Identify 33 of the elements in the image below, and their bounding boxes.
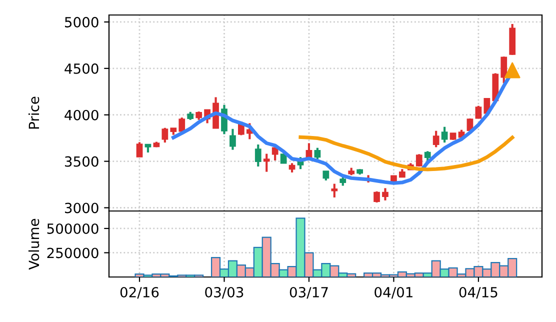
candlestick: [254, 143, 262, 168]
candlestick: [416, 153, 422, 168]
candlestick: [500, 56, 508, 84]
candlestick: [331, 182, 338, 198]
candlestick: [230, 128, 236, 151]
candlestick: [322, 170, 330, 182]
y-tick-label: 3000: [64, 202, 98, 214]
candlestick: [280, 154, 287, 164]
candlestick: [136, 141, 143, 158]
candlestick: [314, 146, 321, 160]
line-series: [298, 135, 514, 172]
x-tick-label: 03/03: [205, 286, 244, 299]
y-tick-label: 250000: [47, 248, 98, 258]
candlestick: [374, 190, 380, 204]
y-tick-label: 4500: [64, 63, 98, 74]
y-axis-title: Volume: [28, 218, 40, 270]
y-tick-label: 4000: [64, 110, 98, 120]
candlestick: [382, 187, 388, 202]
x-tick-label: 04/15: [459, 286, 498, 299]
x-tick-label: 03/17: [290, 286, 328, 299]
candlestick: [475, 104, 482, 120]
candlestick: [162, 126, 168, 144]
x-tick-label: 04/01: [374, 286, 412, 299]
candlestick: [441, 126, 448, 144]
candlestick: [432, 130, 440, 148]
y-tick-label: 5000: [65, 16, 98, 28]
candlestick: [424, 150, 431, 162]
candlestick: [263, 152, 270, 173]
y-axis-title: Price: [28, 96, 40, 129]
y-tick-label: 3500: [64, 156, 98, 167]
y-tick-label: 500000: [47, 223, 98, 234]
x-tick-label: 02/16: [120, 286, 159, 299]
candlestick: [288, 162, 296, 174]
